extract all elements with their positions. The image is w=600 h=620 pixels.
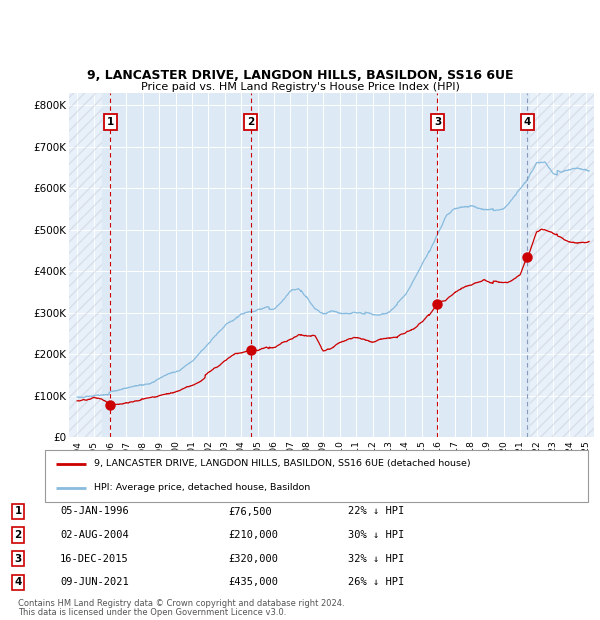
Text: 2: 2: [14, 530, 22, 540]
Text: This data is licensed under the Open Government Licence v3.0.: This data is licensed under the Open Gov…: [18, 608, 286, 617]
Text: 1: 1: [107, 117, 114, 127]
Text: Price paid vs. HM Land Registry's House Price Index (HPI): Price paid vs. HM Land Registry's House …: [140, 82, 460, 92]
Text: 4: 4: [524, 117, 531, 127]
Text: HPI: Average price, detached house, Basildon: HPI: Average price, detached house, Basi…: [94, 484, 310, 492]
Text: 3: 3: [14, 554, 22, 564]
Text: 4: 4: [14, 577, 22, 587]
Text: £76,500: £76,500: [228, 507, 272, 516]
Text: 22% ↓ HPI: 22% ↓ HPI: [348, 507, 404, 516]
Text: 30% ↓ HPI: 30% ↓ HPI: [348, 530, 404, 540]
Text: 2: 2: [247, 117, 254, 127]
Text: 16-DEC-2015: 16-DEC-2015: [60, 554, 129, 564]
Text: 32% ↓ HPI: 32% ↓ HPI: [348, 554, 404, 564]
Text: £435,000: £435,000: [228, 577, 278, 587]
Text: 3: 3: [434, 117, 441, 127]
Text: 05-JAN-1996: 05-JAN-1996: [60, 507, 129, 516]
Text: 9, LANCASTER DRIVE, LANGDON HILLS, BASILDON, SS16 6UE: 9, LANCASTER DRIVE, LANGDON HILLS, BASIL…: [87, 69, 513, 82]
Text: 09-JUN-2021: 09-JUN-2021: [60, 577, 129, 587]
Text: 1: 1: [14, 507, 22, 516]
Text: £210,000: £210,000: [228, 530, 278, 540]
Text: 02-AUG-2004: 02-AUG-2004: [60, 530, 129, 540]
Text: £320,000: £320,000: [228, 554, 278, 564]
Text: 9, LANCASTER DRIVE, LANGDON HILLS, BASILDON, SS16 6UE (detached house): 9, LANCASTER DRIVE, LANGDON HILLS, BASIL…: [94, 459, 470, 468]
Text: 26% ↓ HPI: 26% ↓ HPI: [348, 577, 404, 587]
Text: Contains HM Land Registry data © Crown copyright and database right 2024.: Contains HM Land Registry data © Crown c…: [18, 600, 344, 608]
